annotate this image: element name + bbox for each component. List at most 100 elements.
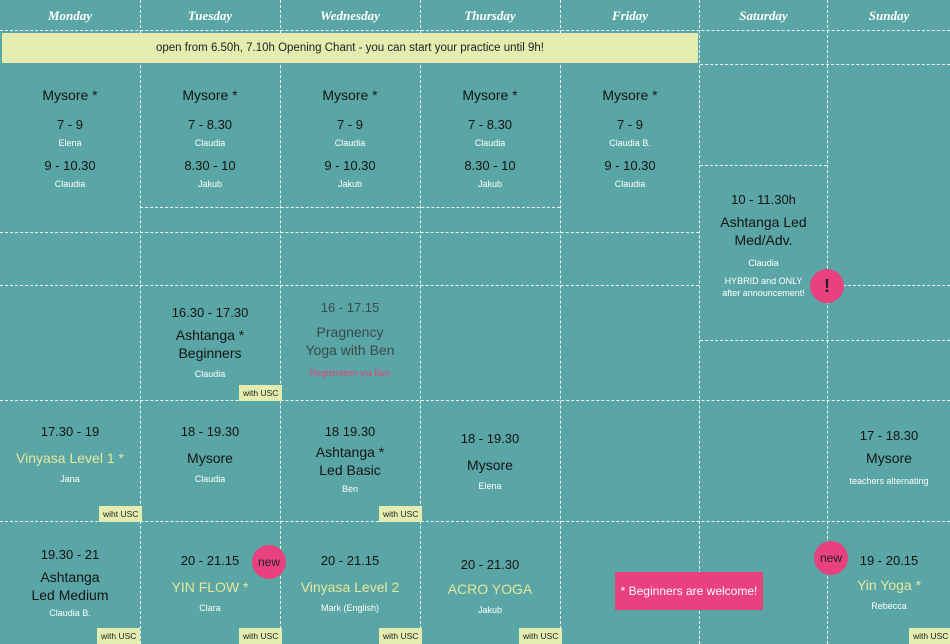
class-teacher: Claudia <box>474 138 506 148</box>
usc-tag: with USC <box>379 628 423 644</box>
class-title: Mysore <box>467 457 513 473</box>
class-teacher: Rebecca <box>871 601 907 611</box>
class-time: 7 - 8.30 <box>187 117 233 132</box>
new-badge: new <box>814 541 848 575</box>
class-time: 7 - 9 <box>56 117 83 132</box>
class-time: 9 - 10.30 <box>44 158 96 173</box>
class-teacher: Jakub <box>477 179 503 189</box>
class-title: Ashtanga <box>40 569 100 585</box>
class-mysore-thursday[interactable]: Mysore * 7 - 8.30 Claudia 8.30 - 10 Jaku… <box>420 86 560 190</box>
usc-tag: with USC <box>909 628 950 644</box>
class-vinyasa-2-wednesday[interactable]: 20 - 21.15 Vinyasa Level 2 Mark (English… <box>280 552 420 614</box>
class-time: 9 - 10.30 <box>604 158 656 173</box>
column-divider <box>140 0 141 644</box>
class-mysore-evening-thursday[interactable]: 18 - 19.30 Mysore Elena <box>420 430 560 492</box>
class-teacher: Claudia <box>194 138 226 148</box>
class-teacher: Jana <box>60 474 80 484</box>
class-teacher: Ben <box>341 484 358 494</box>
class-title: Ashtanga Led <box>720 214 807 230</box>
class-time: 18 - 19.30 <box>180 424 240 439</box>
class-time: 20 - 21.15 <box>320 553 380 568</box>
day-header-wednesday: Wednesday <box>320 8 380 23</box>
row-divider <box>700 165 827 166</box>
new-badge: new <box>252 545 286 579</box>
day-header-saturday: Saturday <box>739 8 788 23</box>
class-title: Mysore <box>866 450 912 466</box>
class-title-line2: Led Basic <box>319 462 381 478</box>
class-teacher: Jakub <box>197 179 223 189</box>
class-title: Mysore * <box>182 87 238 103</box>
class-teacher: Claudia <box>194 474 226 484</box>
class-ashtanga-beginners-tuesday[interactable]: 16.30 - 17.30 Ashtanga * Beginners Claud… <box>140 304 280 380</box>
class-time: 16 - 17.15 <box>320 300 380 315</box>
row-divider <box>0 232 699 233</box>
day-header-friday: Friday <box>611 8 649 23</box>
day-header-sunday: Sunday <box>868 8 910 23</box>
day-header-tuesday: Tuesday <box>187 8 233 23</box>
class-vinyasa-1-monday[interactable]: 17.30 - 19 Vinyasa Level 1 * Jana <box>0 423 140 485</box>
row-divider <box>140 207 560 208</box>
class-mysore-evening-sunday[interactable]: 17 - 18.30 Mysore teachers alternating <box>828 427 950 487</box>
row-divider <box>700 340 950 341</box>
class-teacher: Elena <box>478 481 502 491</box>
class-yin-yoga-sunday[interactable]: 19 - 20.15 Yin Yoga * Rebecca <box>828 552 950 612</box>
class-note: after announcement! <box>722 288 805 298</box>
column-divider <box>699 0 700 644</box>
class-title-line2: Beginners <box>178 345 242 361</box>
class-yin-flow-tuesday[interactable]: 20 - 21.15 YIN FLOW * Clara <box>140 552 280 614</box>
class-time: 8.30 - 10 <box>184 158 236 173</box>
class-title: ACRO YOGA <box>447 581 533 597</box>
class-time: 8.30 - 10 <box>464 158 516 173</box>
class-time: 17 - 18.30 <box>859 428 919 443</box>
class-mysore-friday[interactable]: Mysore * 7 - 9 Claudia B. 9 - 10.30 Clau… <box>560 86 700 190</box>
class-title: Ashtanga * <box>315 444 385 460</box>
row-divider <box>0 521 950 522</box>
usc-tag: with USC <box>519 628 563 644</box>
class-ashtanga-led-saturday[interactable]: 10 - 11.30h Ashtanga Led Med/Adv. Claudi… <box>700 191 827 299</box>
class-time: 7 - 9 <box>336 117 363 132</box>
class-teacher: Claudia <box>54 179 86 189</box>
class-title: Mysore * <box>42 87 98 103</box>
column-divider <box>280 0 281 644</box>
class-mysore-evening-tuesday[interactable]: 18 - 19.30 Mysore Claudia <box>140 423 280 485</box>
class-title: Ashtanga * <box>175 327 245 343</box>
class-time: 18 - 19.30 <box>460 431 520 446</box>
class-ashtanga-led-basic-wednesday[interactable]: 18 19.30 Ashtanga * Led Basic Ben <box>280 423 420 495</box>
class-teacher: teachers alternating <box>849 476 929 486</box>
class-teacher: Jakub <box>477 605 503 615</box>
class-time: 20 - 21.15 <box>180 553 240 568</box>
beginners-welcome-note: * Beginners are welcome! <box>615 572 763 610</box>
usc-tag: with USC <box>239 628 283 644</box>
class-time: 9 - 10.30 <box>324 158 376 173</box>
class-mysore-wednesday[interactable]: Mysore * 7 - 9 Claudia 9 - 10.30 Jakub <box>280 86 420 190</box>
class-time: 19 - 20.15 <box>859 553 919 568</box>
class-pregnancy-yoga-wednesday[interactable]: 16 - 17.15 Pragnency Yoga with Ben Regis… <box>280 299 420 379</box>
class-title: Vinyasa Level 2 <box>300 579 400 595</box>
class-teacher: Claudia <box>748 258 779 268</box>
class-title: Mysore * <box>602 87 658 103</box>
class-mysore-tuesday[interactable]: Mysore * 7 - 8.30 Claudia 8.30 - 10 Jaku… <box>140 86 280 190</box>
class-title: Yin Yoga * <box>856 577 922 593</box>
class-teacher: Jakub <box>337 179 363 189</box>
class-title-line2: Yoga with Ben <box>305 342 395 358</box>
class-teacher: Claudia B. <box>49 608 91 618</box>
class-title: Vinyasa Level 1 * <box>16 450 124 466</box>
class-acro-yoga-thursday[interactable]: 20 - 21.30 ACRO YOGA Jakub <box>420 556 560 616</box>
class-mysore-monday[interactable]: Mysore * 7 - 9 Elena 9 - 10.30 Claudia <box>0 86 140 190</box>
class-time: 19.30 - 21 <box>40 547 100 562</box>
usc-tag: with USC <box>379 506 423 522</box>
class-teacher: Claudia <box>614 179 646 189</box>
class-title: Pragnency <box>316 324 384 340</box>
class-teacher: Claudia <box>334 138 366 148</box>
class-title: Mysore * <box>322 87 378 103</box>
row-divider <box>0 400 950 401</box>
class-ashtanga-led-medium-monday[interactable]: 19.30 - 21 Ashtanga Led Medium Claudia B… <box>0 546 140 619</box>
row-divider <box>0 30 950 31</box>
row-divider <box>0 285 699 286</box>
class-teacher: Claudia B. <box>609 138 651 148</box>
class-teacher: Clara <box>199 603 221 613</box>
column-divider <box>560 0 561 644</box>
class-teacher: Elena <box>58 138 82 148</box>
class-time: 20 - 21.30 <box>460 557 520 572</box>
